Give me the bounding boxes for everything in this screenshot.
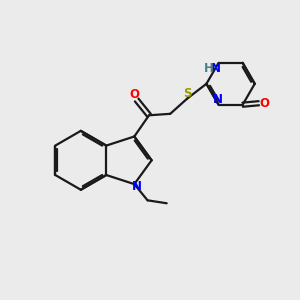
Text: N: N bbox=[211, 62, 220, 75]
Text: O: O bbox=[129, 88, 139, 101]
Text: H: H bbox=[204, 62, 214, 75]
Text: O: O bbox=[259, 97, 269, 110]
Text: N: N bbox=[213, 93, 223, 106]
Text: N: N bbox=[132, 180, 142, 193]
Text: S: S bbox=[183, 87, 192, 100]
